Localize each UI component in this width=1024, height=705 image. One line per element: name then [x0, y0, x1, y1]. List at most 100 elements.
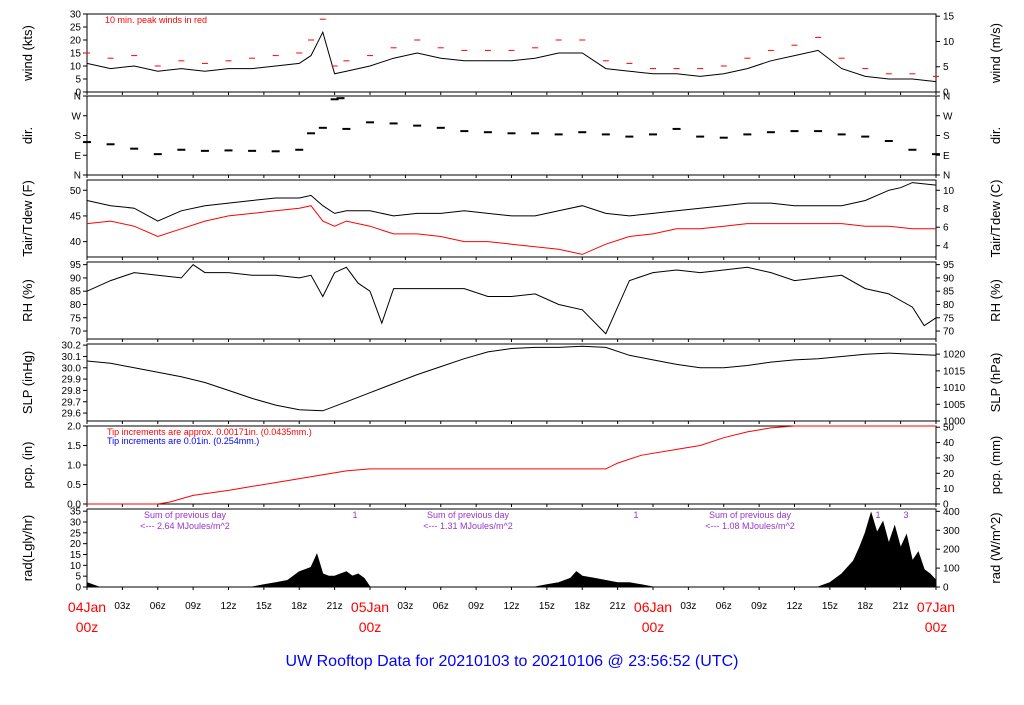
hour-tick-label: 09z — [751, 601, 767, 612]
hour-tick-label: 21z — [893, 601, 909, 612]
tick-label-left: 0 — [75, 88, 81, 99]
tick-label-left: 95 — [70, 260, 82, 271]
series-rh — [86, 264, 937, 335]
tick-label-left: 50 — [70, 186, 82, 197]
hour-tick-label: 18z — [857, 601, 873, 612]
tick-label-left: 10 — [70, 62, 82, 73]
tick-label-left: 25 — [70, 528, 82, 539]
hour-tick-label: 15z — [256, 601, 272, 612]
tick-label-right: 85 — [943, 287, 955, 298]
hour-tick-label: 03z — [397, 601, 413, 612]
day-date-label: 05Jan — [351, 599, 389, 615]
panel-pcp: 0.0 0.5 1.0 1.5 2.0 0 10 20 30 40 50 pcp. (in) pcp. … — [20, 422, 1003, 511]
series-pcp — [87, 425, 936, 505]
tick-label-left: 5 — [75, 75, 81, 86]
hour-tick-label: 15z — [539, 601, 555, 612]
day-time-label: 00z — [925, 619, 948, 635]
tick-label-left: 85 — [70, 287, 82, 298]
tick-label-left: 45 — [70, 211, 82, 222]
tick-label-right: 1005 — [943, 400, 966, 411]
hour-tick-label: 09z — [185, 601, 201, 612]
rad-sum-line1: Sum of previous day — [144, 510, 227, 520]
rad-marker: 1 — [352, 510, 357, 520]
tick-label-right: 1015 — [943, 366, 966, 377]
tick-label-right: 1000 — [943, 417, 966, 428]
rad-marker: 3 — [903, 510, 908, 520]
tick-label-left: N — [74, 171, 81, 182]
series-slp — [86, 345, 937, 412]
tick-label-left: N — [74, 92, 81, 103]
tick-label-right: 6 — [943, 223, 949, 234]
tick-label-left: 20 — [70, 539, 82, 550]
tick-label-left: 1.0 — [67, 461, 81, 472]
tick-label-left: 90 — [70, 273, 82, 284]
tick-label-left: 1.5 — [67, 441, 81, 452]
day-date-label: 06Jan — [634, 599, 672, 615]
panel-slp: 29.629.729.829.930.030.130.2 1000 1005 1010… — [20, 341, 1003, 428]
panel-frame — [86, 13, 937, 93]
ylabel-right: wind (m/s) — [988, 23, 1003, 84]
ylabel-left: pcp. (in) — [20, 442, 35, 489]
day-date-label: 07Jan — [917, 599, 955, 615]
day-date-label: 04Jan — [68, 599, 106, 615]
pcp-note-red: Tip increments are approx. 0.00171in. (0… — [107, 427, 312, 437]
hour-tick-label: 06z — [150, 601, 166, 612]
tick-label-right: 5 — [943, 62, 949, 73]
tick-label-right: 10 — [943, 186, 955, 197]
tick-label-left: 30.1 — [62, 352, 82, 363]
tick-label-left: 75 — [70, 313, 82, 324]
hour-tick-label: 03z — [680, 601, 696, 612]
tick-label-right: 80 — [943, 300, 955, 311]
tick-label-right: 300 — [943, 526, 960, 537]
tick-label-right: 1020 — [943, 350, 966, 361]
panel-frame — [86, 261, 937, 340]
tick-label-right: W — [943, 111, 953, 122]
tick-label-right: 8 — [943, 204, 949, 215]
series-tdew — [86, 205, 936, 255]
day-time-label: 00z — [359, 619, 382, 635]
panel-frame — [86, 343, 937, 422]
ylabel-right: dir. — [988, 127, 1003, 144]
tick-label-right: 90 — [943, 273, 955, 284]
rad-sum-line2: <--- 2.64 MJoules/m^2 — [140, 521, 230, 531]
wind-note: 10 min. peak winds in red — [105, 15, 207, 25]
tick-label-left: 30.0 — [62, 363, 82, 374]
tick-label-left: 25 — [70, 23, 82, 34]
tick-label-right: 0 — [943, 88, 949, 99]
tick-label-right: E — [943, 151, 950, 162]
tick-label-right: 1010 — [943, 383, 966, 394]
tick-label-left: 10 — [70, 561, 82, 572]
hour-tick-label: 03z — [114, 601, 130, 612]
hour-tick-label: 12z — [786, 601, 802, 612]
hour-tick-label: 18z — [574, 601, 590, 612]
tick-label-right: 70 — [943, 327, 955, 338]
tick-label-left: 40 — [70, 237, 82, 248]
ylabel-left: dir. — [20, 127, 35, 144]
hour-tick-label: 21z — [327, 601, 343, 612]
rad-marker: 1 — [633, 510, 638, 520]
tick-label-left: 5 — [75, 572, 81, 583]
series-wind — [86, 30, 937, 83]
tick-label-right: 20 — [943, 469, 955, 480]
rad-sum-line2: <--- 1.31 MJoules/m^2 — [423, 521, 513, 531]
panel-rh: 70 75 80 85 90 95 70 75 80 85 90 95 RH (%) RH (%) — [20, 260, 1003, 342]
tick-label-right: S — [943, 131, 950, 142]
tick-label-left: 29.8 — [62, 386, 82, 397]
tick-label-left: 35 — [70, 507, 82, 518]
tick-label-left: 70 — [70, 327, 82, 338]
tick-label-right: 40 — [943, 438, 955, 449]
tick-label-left: 20 — [70, 36, 82, 47]
panel-wind: 0 5 10 15 20 25 30 0 5 10 15 wind (kts) wind (m/s) 10… — [20, 10, 1003, 99]
tick-label-right: 50 — [943, 423, 955, 434]
rad-sum-line1: Sum of previous day — [709, 510, 792, 520]
panel-frame — [86, 179, 937, 258]
hour-tick-label: 12z — [220, 601, 236, 612]
tick-label-left: 80 — [70, 300, 82, 311]
rad-sum-line2: <--- 1.08 MJoules/m^2 — [705, 521, 795, 531]
panel-frame — [86, 95, 937, 176]
ylabel-right: rad (W/m^2) — [988, 512, 1003, 583]
